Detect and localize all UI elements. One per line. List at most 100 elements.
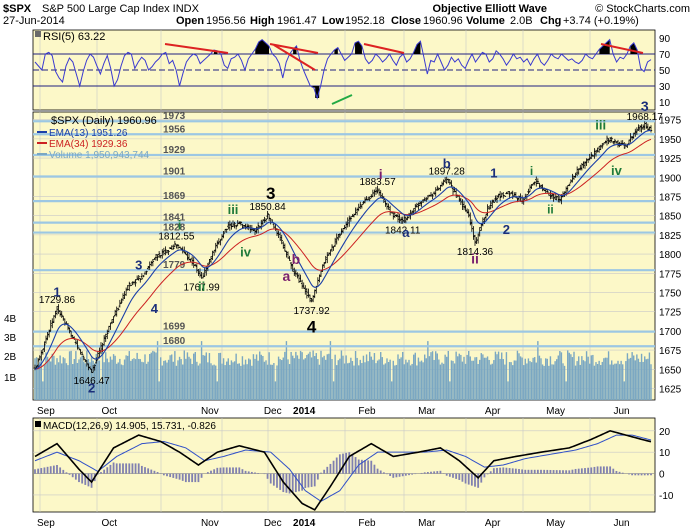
macd-histogram-bar (269, 473, 272, 484)
macd-histogram-bar (420, 472, 423, 474)
volume-bar (402, 351, 404, 400)
macd-histogram-bar (263, 473, 266, 475)
volume-bar (416, 365, 418, 400)
price-extreme-label: 1968.17 (627, 112, 664, 123)
volume-bar (562, 363, 564, 400)
volume-bar (106, 358, 108, 400)
volume-value: 2.0B (510, 15, 533, 27)
volume-bar (35, 357, 38, 400)
macd-histogram-bar (65, 472, 68, 474)
index-name: S&P 500 Large Cap Index INDX (42, 3, 200, 15)
macd-histogram-bar (558, 470, 561, 474)
volume-bar (260, 354, 262, 400)
volume-bar (90, 357, 93, 400)
x-tick-label: Apr (485, 518, 501, 529)
volume-bar (647, 358, 649, 400)
volume-bar (75, 351, 77, 400)
volume-bar (351, 361, 354, 400)
volume-bar (268, 352, 270, 400)
volume-bar (97, 360, 99, 400)
macd-histogram-bar (392, 473, 395, 478)
macd-histogram-bar (62, 469, 65, 474)
volume-bar (343, 363, 346, 400)
volume-bar (207, 362, 209, 400)
macd-histogram-bar (486, 473, 489, 475)
volume-bar (86, 350, 88, 400)
volume-bar (592, 354, 594, 400)
macd-signal-line (34, 434, 652, 502)
volume-bar (89, 362, 91, 400)
x-tick-label: May (546, 518, 565, 529)
volume-bar (463, 356, 465, 400)
volume-bar (537, 341, 539, 400)
volume-bar (204, 355, 206, 400)
volume-bar (384, 363, 387, 400)
volume-bar (395, 364, 398, 400)
macd-histogram-bar (577, 468, 580, 474)
volume-bar (37, 364, 39, 400)
macd-histogram-bar (511, 468, 514, 474)
macd-histogram-bar (480, 473, 483, 483)
rsi-overbought-fill (413, 41, 421, 54)
fib-level-label: 1901 (163, 167, 186, 178)
volume-bar (53, 355, 55, 400)
volume-bar (314, 356, 316, 400)
wave-label: b (443, 156, 451, 171)
volume-bar (158, 381, 160, 400)
macd-histogram-bar (326, 466, 329, 474)
volume-bar (436, 353, 438, 400)
macd-label-swatch (35, 421, 41, 427)
volume-bar (417, 357, 420, 400)
volume-bar (362, 355, 365, 400)
fib-level-label: 1956 (163, 124, 186, 135)
macd-histogram-bar (332, 460, 335, 474)
wave-label: ii (547, 202, 554, 216)
wave-label: 1 (53, 284, 60, 299)
legend-entry: EMA(34) 1929.36 (49, 139, 128, 150)
macd-histogram-bar (191, 473, 194, 483)
volume-bar (394, 365, 396, 400)
volume-bar (472, 360, 475, 400)
macd-histogram-bar (34, 469, 36, 474)
volume-bar (507, 381, 509, 400)
open-value: 1956.56 (206, 15, 246, 27)
macd-histogram-bar (153, 470, 156, 474)
rsi-divergence-line (164, 43, 229, 54)
macd-histogram-bar (404, 473, 407, 476)
volume-bar (119, 358, 121, 400)
macd-histogram-bar (310, 473, 313, 487)
volume-bar (141, 361, 143, 400)
volume-bar (631, 352, 633, 400)
macd-histogram-bar (602, 466, 605, 474)
volume-bar (560, 352, 563, 400)
volume-bar (354, 351, 357, 400)
macd-histogram-bar (109, 464, 112, 474)
macd-histogram-bar (436, 471, 439, 474)
volume-bar (645, 359, 647, 400)
volume-bar (442, 363, 445, 400)
volume-bar (194, 352, 196, 400)
volume-bar (185, 358, 187, 400)
macd-histogram-bar (59, 467, 62, 474)
macd-histogram-bar (257, 473, 260, 474)
high-value: 1961.47 (277, 15, 317, 27)
volume-bar (497, 351, 500, 400)
macd-histogram-bar (272, 473, 275, 486)
macd-histogram-bar (360, 459, 363, 474)
volume-bar (499, 358, 501, 400)
macd-histogram-bar (178, 473, 181, 480)
volume-bar (548, 365, 550, 400)
volume-bar (477, 363, 479, 400)
macd-histogram-bar (351, 454, 354, 474)
volume-bar (571, 357, 574, 400)
price-tick-label: 1825 (659, 231, 682, 242)
volume-bar (576, 361, 578, 400)
volume-bar (174, 351, 176, 400)
macd-histogram-bar (162, 473, 165, 476)
volume-bar (347, 363, 349, 400)
macd-histogram-bar (599, 466, 602, 474)
wave-label: 3 (266, 184, 275, 203)
volume-bar (496, 354, 498, 400)
price-tick-label: 1850 (659, 212, 682, 223)
